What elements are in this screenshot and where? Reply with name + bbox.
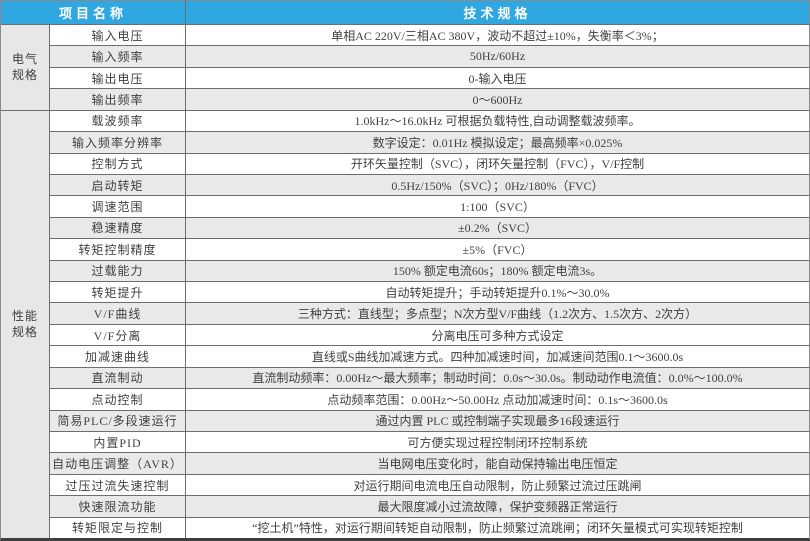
header-item-name: 项目名称 (1, 1, 186, 24)
tech-spec-cell: 0-输入电压 (468, 71, 527, 86)
item-name-cell: V/F曲线 (50, 303, 186, 324)
tech-spec-cell: 单相AC 220V/三相AC 380V，波动不超过±10%，失衡率＜3%； (331, 28, 664, 43)
table-row: 过载能力 150% 额定电流60s；180% 额定电流3s。 (50, 259, 809, 282)
table-row: 内置PID 可方便实现过程控制闭环控制系统 (50, 431, 809, 453)
group-label: 电气 规格 (1, 25, 50, 110)
table-row: 简易PLC/多段速运行 通过内置 PLC 或控制端子实现最多16段速运行 (50, 409, 809, 431)
item-name-cell: 输入频率分辨率 (50, 132, 186, 153)
spec-group: 性能 规格 载波频率 1.0kHz～16.0kHz 可根据负载特性,自动调整载波频率。… (1, 109, 809, 539)
item-name-cell: 过压过流失速控制 (50, 474, 186, 496)
item-name-cell: 控制方式 (50, 153, 186, 174)
table-body: 电气 规格 输入电压 单相AC 220V/三相AC 380V，波动不超过±10%，失衡… (1, 25, 809, 539)
tech-spec-cell: 对运行期间电流电压自动限制，防止频繁过流过压跳闸 (353, 478, 642, 493)
tech-spec-cell: ±0.2%（SVC） (458, 221, 537, 236)
table-row: 输入频率分辨率 数字设定：0.01Hz 模拟设定；最高频率×0.025% (50, 131, 809, 153)
table-row: 载波频率 1.0kHz～16.0kHz 可根据负载特性,自动调整载波频率。 (50, 110, 809, 132)
table-row: 自动电压调整（AVR） 当电网电压变化时，能自动保持输出电压恒定 (50, 452, 809, 474)
table-row: 启动转矩 0.5Hz/150%（SVC）；0Hz/180%（FVC） (50, 173, 809, 196)
tech-spec-cell: 点动频率范围：0.00Hz～50.00Hz 点动加减速时间：0.1s～3600.… (327, 392, 668, 407)
item-name-cell: 启动转矩 (50, 174, 186, 196)
group-label: 性能 规格 (1, 110, 50, 538)
table-row: 输出电压 0-输入电压 (50, 66, 809, 89)
group-label-line: 规格 (11, 68, 38, 83)
header-tech-spec: 技术规格 (463, 6, 532, 21)
tech-spec-cell: 开环矢量控制（SVC），闭环矢量控制（FVC），V/F控制 (350, 157, 645, 172)
table-row: 点动控制 点动频率范围：0.00Hz～50.00Hz 点动加减速时间：0.1s～3… (50, 388, 809, 410)
table-row: 直流制动 直流制动频率：0.00Hz～最大频率；制动时间：0.0s～30.0s。制… (50, 366, 809, 389)
table-row: 控制方式 开环矢量控制（SVC），闭环矢量控制（FVC），V/F控制 (50, 152, 809, 174)
table-row: V/F分离 分离电压可多种方式设定 (50, 323, 809, 346)
tech-spec-cell: 可方便实现过程控制闭环控制系统 (407, 435, 588, 450)
tech-spec-cell: 最大限度减小过流故障，保护变频器正常运行 (377, 499, 618, 514)
tech-spec-cell: 当电网电压变化时，能自动保持输出电压恒定 (377, 457, 618, 472)
table-row: 加减速曲线 直线或S曲线加减速方式。四种加减速时间，加减速间范围0.1～3600.… (50, 345, 809, 367)
table-row: V/F曲线 三种方式：直线型；多点型；N次方型V/F曲线（1.2次方、1.5次方、… (50, 302, 809, 324)
tech-spec-cell: 直线或S曲线加减速方式。四种加减速时间，加减速间范围0.1～3600.0s (311, 350, 684, 365)
item-name-cell: 加减速曲线 (50, 346, 186, 367)
table-row: 输出频率 0～600Hz (50, 88, 809, 110)
table-row: 转矩控制精度 ±5%（FVC） (50, 238, 809, 260)
item-name-cell: 转矩提升 (50, 282, 186, 303)
tech-spec-cell: 0～600Hz (472, 92, 523, 107)
table-row: 转矩提升 自动转矩提升；手动转矩提升0.1%～30.0% (50, 281, 809, 303)
tech-spec-cell: “挖土机”特性，对运行期间转矩自动限制，防止频繁过流跳闸；闭环矢量模式可实现转矩… (252, 521, 743, 536)
tech-spec-cell: 通过内置 PLC 或控制端子实现最多16段速运行 (375, 414, 620, 429)
table-row: 过压过流失速控制 对运行期间电流电压自动限制，防止频繁过流过压跳闸 (50, 473, 809, 496)
item-name-cell: 自动电压调整（AVR） (50, 453, 186, 474)
item-name-cell: 转矩限定与控制 (50, 517, 186, 539)
item-name-cell: 稳速精度 (50, 217, 186, 239)
tech-spec-cell: 1.0kHz～16.0kHz 可根据负载特性,自动调整载波频率。 (354, 114, 641, 129)
group-label-line: 电气 (11, 52, 38, 67)
tech-spec-cell: 50Hz/60Hz (469, 49, 526, 64)
item-name-cell: 调速范围 (50, 196, 186, 217)
table-row: 输入电压 单相AC 220V/三相AC 380V，波动不超过±10%，失衡率＜3%… (50, 25, 809, 46)
table-row: 快速限流功能 最大限度减小过流故障，保护变频器正常运行 (50, 495, 809, 517)
item-name-cell: 转矩控制精度 (50, 239, 186, 260)
item-name-cell: 直流制动 (50, 367, 186, 389)
tech-spec-cell: 自动转矩提升；手动转矩提升0.1%～30.0% (385, 285, 610, 300)
group-label-line: 性能 (11, 309, 38, 324)
table-row: 输入频率 50Hz/60Hz (50, 45, 809, 67)
tech-spec-cell: 0.5Hz/150%（SVC）；0Hz/180%（FVC） (391, 178, 604, 193)
item-name-cell: 输入频率 (50, 46, 186, 67)
tech-spec-cell: 1:100（SVC） (460, 200, 535, 215)
table-row: 转矩限定与控制 “挖土机”特性，对运行期间转矩自动限制，防止频繁过流跳闸；闭环矢量… (50, 516, 809, 539)
tech-spec-cell: 150% 额定电流60s；180% 额定电流3s。 (392, 264, 603, 279)
group-label-line: 规格 (11, 325, 38, 340)
item-name-cell: 内置PID (50, 432, 186, 453)
tech-spec-cell: 三种方式：直线型；多点型；N次方型V/F曲线（1.2次方、1.5次方、2次方） (297, 307, 698, 322)
item-name-cell: 输入电压 (50, 25, 186, 46)
item-name-cell: 点动控制 (50, 389, 186, 410)
table-row: 调速范围 1:100（SVC） (50, 195, 809, 217)
table-row: 稳速精度 ±0.2%（SVC） (50, 216, 809, 239)
item-name-cell: 输出电压 (50, 67, 186, 89)
item-name-cell: 快速限流功能 (50, 496, 186, 517)
table-header-row: 项目名称 技术规格 (1, 1, 809, 25)
tech-spec-cell: 直流制动频率：0.00Hz～最大频率；制动时间：0.0s～30.0s。制动动作电… (252, 371, 743, 386)
tech-spec-cell: 分离电压可多种方式设定 (431, 328, 564, 343)
item-name-cell: 过载能力 (50, 260, 186, 282)
item-name-cell: 输出频率 (50, 89, 186, 110)
item-name-cell: 载波频率 (50, 110, 186, 132)
spec-group: 电气 规格 输入电压 单相AC 220V/三相AC 380V，波动不超过±10%，失衡… (1, 25, 809, 110)
item-name-cell: V/F分离 (50, 324, 186, 346)
tech-spec-cell: 数字设定：0.01Hz 模拟设定；最高频率×0.025% (372, 135, 623, 150)
item-name-cell: 简易PLC/多段速运行 (50, 410, 186, 431)
tech-spec-cell: ±5%（FVC） (462, 242, 533, 257)
